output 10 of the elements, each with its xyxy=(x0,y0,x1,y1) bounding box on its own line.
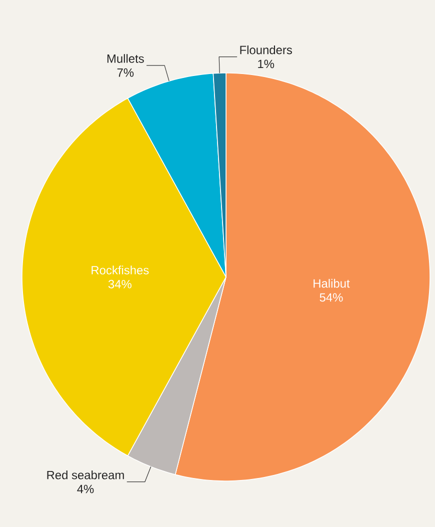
data-label: 4% xyxy=(77,484,94,494)
slice-label: Red seabream xyxy=(47,470,124,480)
data-label: 1% xyxy=(258,60,274,68)
slice-label: Mullets xyxy=(107,54,144,63)
slice-label: Rockfishes xyxy=(92,266,149,274)
slice-label: Halibut xyxy=(314,278,350,288)
slice-label: Flounders xyxy=(240,45,292,54)
data-label: 34% xyxy=(108,280,132,288)
data-label: 7% xyxy=(117,68,134,77)
data-label: 54% xyxy=(320,293,343,302)
